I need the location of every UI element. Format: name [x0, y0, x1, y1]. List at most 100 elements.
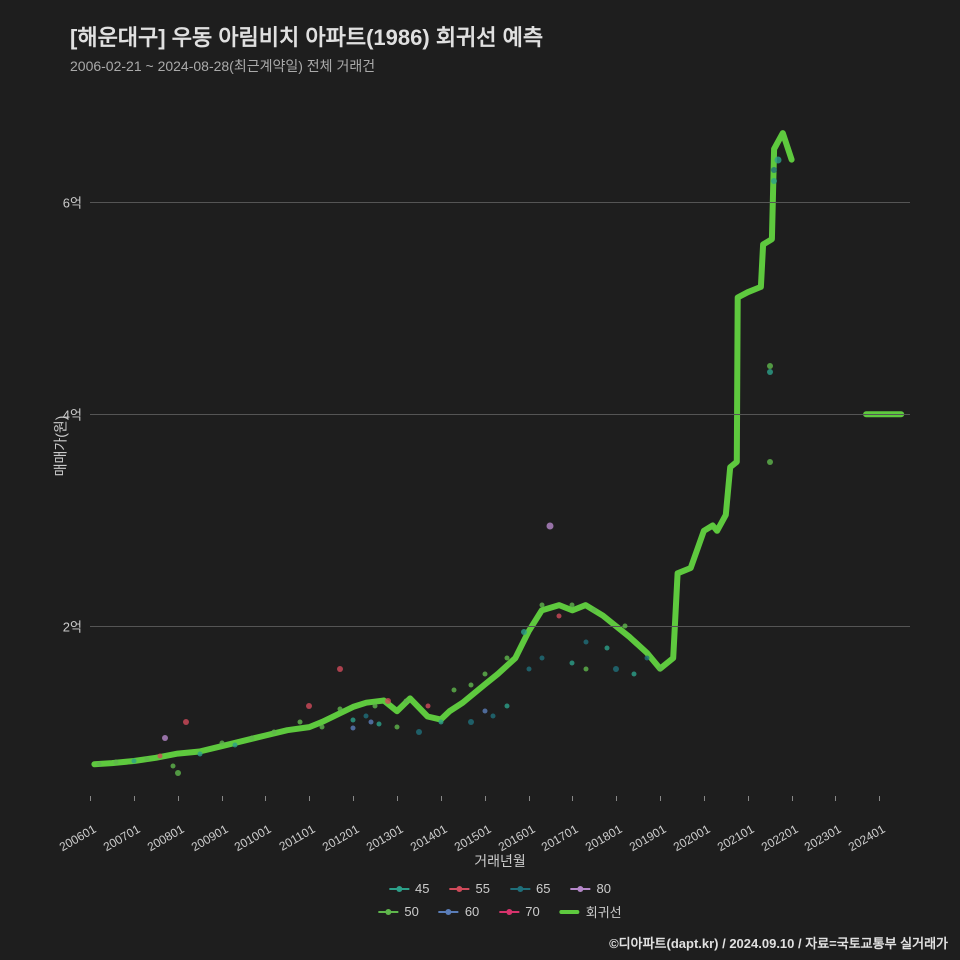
- scatter-point: [351, 726, 356, 731]
- legend-marker: [570, 888, 590, 890]
- scatter-point: [775, 156, 782, 163]
- x-tick-label: 202001: [658, 822, 713, 862]
- x-tick-mark: [222, 796, 223, 801]
- scatter-point: [306, 703, 312, 709]
- legend-label: 회귀선: [586, 902, 622, 921]
- x-ticks-container: 2006012007012008012009012010012011012012…: [90, 796, 910, 846]
- x-tick-mark: [353, 796, 354, 801]
- scatter-point: [368, 719, 373, 724]
- gridline: [90, 414, 910, 415]
- legend-item: 50: [378, 902, 418, 921]
- scatter-point: [272, 730, 277, 735]
- chart-title: [해운대구] 우동 아림비치 아파트(1986) 회귀선 예측: [70, 20, 930, 52]
- scatter-point: [557, 613, 562, 618]
- scatter-point: [373, 703, 378, 708]
- legend-line-marker: [560, 910, 580, 914]
- scatter-point: [96, 762, 101, 767]
- x-tick-mark: [616, 796, 617, 801]
- legend-marker: [450, 888, 470, 890]
- scatter-point: [183, 719, 189, 725]
- y-tick-label: 6억: [63, 193, 82, 212]
- legend-marker: [499, 911, 519, 913]
- x-tick-label: 200801: [132, 822, 187, 862]
- scatter-point: [605, 645, 610, 650]
- legend-label: 55: [476, 881, 490, 896]
- legend-item: 60: [439, 902, 479, 921]
- x-axis-label: 거래년월: [474, 851, 526, 871]
- scatter-point: [162, 735, 168, 741]
- legend-row: 506070회귀선: [378, 902, 621, 921]
- scatter-point: [526, 666, 531, 671]
- x-tick-label: 201301: [351, 822, 406, 862]
- x-tick-label: 200601: [44, 822, 99, 862]
- scatter-point: [298, 719, 303, 724]
- y-tick-label: 2억: [63, 617, 82, 636]
- legend-marker: [439, 911, 459, 913]
- x-tick-label: 202401: [833, 822, 888, 862]
- scatter-point: [482, 672, 487, 677]
- legend-label: 80: [596, 881, 610, 896]
- scatter-point: [385, 698, 391, 704]
- x-tick-mark: [660, 796, 661, 801]
- legend-dot: [577, 886, 583, 892]
- legend-marker: [378, 911, 398, 913]
- legend-dot: [457, 886, 463, 892]
- credit-text: ©디아파트(dapt.kr) / 2024.09.10 / 자료=국토교통부 실…: [609, 933, 948, 952]
- x-tick-mark: [441, 796, 442, 801]
- scatter-point: [631, 672, 636, 677]
- legend-item: 80: [570, 881, 610, 896]
- gridline: [90, 626, 910, 627]
- scatter-point: [583, 640, 588, 645]
- scatter-point: [416, 729, 422, 735]
- scatter-point: [219, 740, 224, 745]
- regression-line: [94, 133, 901, 764]
- x-tick-label: 202101: [702, 822, 757, 862]
- x-tick-mark: [879, 796, 880, 801]
- legend-label: 65: [536, 881, 550, 896]
- x-tick-mark: [178, 796, 179, 801]
- legend-marker: [510, 888, 530, 890]
- scatter-point: [504, 703, 509, 708]
- x-tick-label: 201401: [395, 822, 450, 862]
- scatter-point: [613, 666, 619, 672]
- regression-svg: [90, 96, 910, 796]
- scatter-point: [403, 698, 408, 703]
- scatter-point: [394, 725, 399, 730]
- legend-label: 45: [415, 881, 429, 896]
- legend-item: 65: [510, 881, 550, 896]
- x-tick-mark: [309, 796, 310, 801]
- y-axis-label: 매매가(원): [50, 416, 70, 477]
- scatter-point: [425, 703, 430, 708]
- x-tick-label: 201901: [614, 822, 669, 862]
- scatter-point: [521, 629, 527, 635]
- scatter-point: [351, 717, 356, 722]
- scatter-point: [469, 682, 474, 687]
- x-tick-mark: [572, 796, 573, 801]
- scatter-point: [171, 764, 176, 769]
- scatter-point: [771, 167, 777, 173]
- chart-container: [해운대구] 우동 아림비치 아파트(1986) 회귀선 예측 2006-02-…: [0, 0, 960, 960]
- scatter-point: [364, 714, 369, 719]
- legend-item: 회귀선: [560, 902, 622, 921]
- scatter-point: [592, 608, 597, 613]
- scatter-point: [491, 714, 496, 719]
- legend-label: 60: [465, 904, 479, 919]
- scatter-point: [337, 666, 343, 672]
- scatter-point: [539, 656, 544, 661]
- x-tick-mark: [748, 796, 749, 801]
- scatter-point: [232, 743, 237, 748]
- legend: 45556580506070회귀선: [378, 881, 621, 921]
- legend-marker: [389, 888, 409, 890]
- scatter-point: [131, 759, 136, 764]
- x-tick-label: 200701: [88, 822, 143, 862]
- legend-dot: [517, 886, 523, 892]
- scatter-point: [451, 687, 456, 692]
- legend-row: 45 55 65 80: [389, 881, 611, 896]
- legend-item: 45: [389, 881, 429, 896]
- scatter-point: [377, 721, 382, 726]
- plot-area: 매매가(원) 200601200701200801200901201001201…: [90, 96, 910, 796]
- legend-dot: [506, 909, 512, 915]
- scatter-point: [175, 770, 181, 776]
- scatter-point: [145, 756, 150, 761]
- scatter-point: [622, 624, 627, 629]
